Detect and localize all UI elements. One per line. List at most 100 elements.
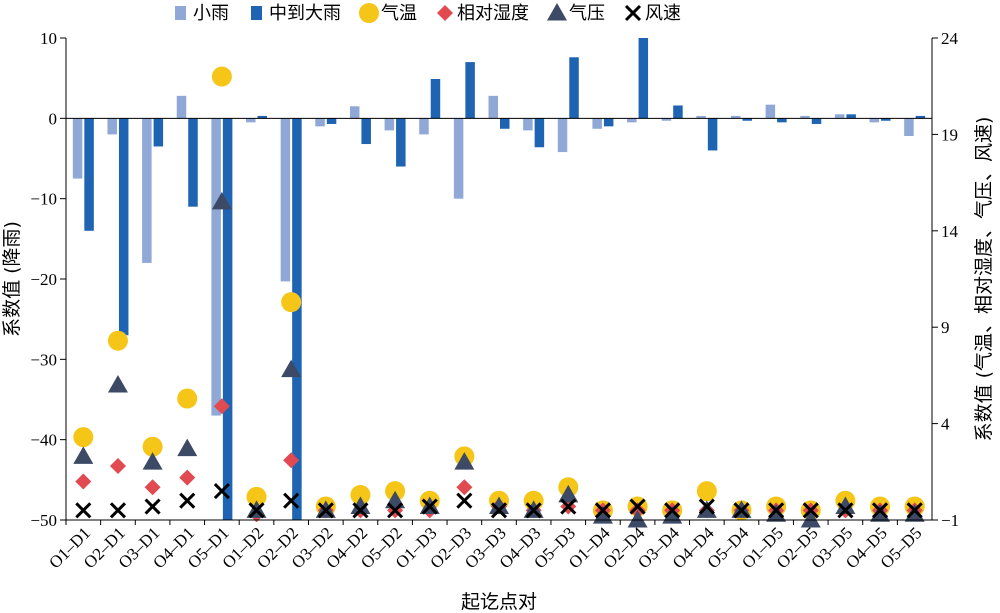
pressure-point (800, 510, 821, 528)
bar-light-rain (280, 118, 291, 282)
bar-light-rain (557, 118, 568, 153)
y-right-tick-label: 24 (941, 29, 959, 48)
y-axis-left-title: 系数值 (降雨) (1, 221, 23, 337)
legend-swatch (547, 3, 567, 21)
temperature-point (177, 388, 198, 409)
bar-heavy-rain (569, 57, 579, 119)
x-stroke (283, 492, 300, 509)
bar-light-rain (869, 118, 880, 123)
bar-heavy-rain (257, 115, 268, 119)
bar-light-rain (315, 118, 325, 127)
bar-light-rain (661, 118, 672, 121)
bar-heavy-rain (222, 118, 233, 520)
legend-label: 风速 (645, 3, 681, 24)
y-right-tick-label: 4 (941, 415, 950, 434)
x-stroke (317, 502, 334, 519)
y-left-tick-label: −30 (30, 350, 57, 369)
temperature-point (281, 292, 302, 313)
temperature-point (696, 481, 717, 502)
x-stroke (837, 502, 854, 519)
bar-heavy-rain (915, 115, 926, 119)
bar-heavy-rain (500, 118, 510, 129)
bar-light-rain (834, 114, 845, 119)
bar-heavy-rain (777, 118, 787, 123)
legend-swatch (359, 3, 379, 23)
y-right-tick-label: 19 (941, 125, 958, 144)
bar-light-rain (730, 115, 741, 119)
x-stroke (698, 498, 715, 515)
temperature-point (246, 486, 267, 507)
bar-light-rain (592, 118, 602, 129)
wind-speed-point (283, 492, 300, 509)
y-left-tick-label: −40 (30, 431, 57, 450)
wind-speed-point (213, 483, 230, 500)
bar-light-rain (211, 118, 221, 416)
x-stroke (560, 498, 577, 515)
bar-light-rain (384, 118, 395, 131)
bar-light-rain (627, 118, 637, 123)
x-stroke (624, 4, 642, 22)
pressure-point (107, 375, 128, 393)
wind-speed-point (629, 498, 646, 515)
x-stroke (490, 502, 508, 519)
wind-speed-point (871, 502, 889, 519)
y-left-tick-label: 10 (40, 29, 57, 48)
x-stroke (109, 502, 127, 519)
humidity-point (456, 479, 473, 496)
temperature-point (142, 436, 163, 457)
bar-heavy-rain (811, 118, 822, 124)
pressure-point (281, 359, 302, 378)
x-stroke (75, 502, 92, 519)
legend-label: 气温 (381, 3, 417, 24)
wind-speed-point (387, 502, 404, 519)
legend-label: 相对湿度 (457, 3, 529, 24)
y-left-tick-label: −20 (30, 270, 57, 289)
bar-heavy-rain (846, 114, 856, 119)
wind-speed-point (248, 502, 265, 519)
y-left-tick-label: −50 (30, 511, 57, 530)
bar-heavy-rain (534, 118, 545, 148)
bar-heavy-rain (881, 118, 891, 121)
humidity-point (144, 479, 161, 496)
pressure-point (73, 446, 94, 464)
bar-heavy-rain (292, 118, 302, 520)
wind-speed-point (456, 492, 473, 509)
legend-label: 气压 (569, 3, 605, 24)
bars-layer (72, 38, 926, 520)
x-stroke (802, 502, 819, 519)
y-right-tick-label: 9 (941, 318, 950, 337)
bar-heavy-rain (396, 118, 406, 167)
pressure-point (177, 438, 198, 457)
legend-swatch (437, 5, 453, 21)
bar-heavy-rain (603, 118, 614, 127)
legend-swatch (624, 4, 642, 22)
wind-speed-point (109, 502, 127, 519)
bar-light-rain (488, 95, 498, 119)
bar-light-rain (72, 118, 83, 179)
y-left-tick-label: 0 (49, 109, 58, 128)
temperature-point (73, 427, 94, 448)
x-stroke (871, 502, 889, 519)
pressure-point (211, 191, 232, 210)
y-axis-right-title: 系数值 (气温、相对湿度、气压、风速) (973, 117, 995, 442)
pressure-point (592, 506, 613, 524)
legend-swatch (251, 6, 262, 20)
bar-heavy-rain (638, 38, 649, 119)
bar-light-rain (523, 118, 533, 131)
wind-speed-point (560, 498, 577, 515)
wind-speed-point (768, 502, 785, 519)
temperature-point (211, 66, 232, 87)
bar-light-rain (419, 118, 429, 135)
x-stroke (387, 502, 404, 519)
x-stroke (629, 498, 646, 515)
bar-heavy-rain (188, 118, 198, 207)
pressure-point (558, 484, 579, 503)
wind-speed-point (317, 502, 334, 519)
wind-speed-point (698, 498, 715, 515)
humidity-point (109, 458, 126, 475)
bar-light-rain (800, 115, 810, 119)
pressure-point (454, 452, 475, 470)
bar-heavy-rain (707, 118, 718, 151)
wind-speed-point (837, 502, 854, 519)
